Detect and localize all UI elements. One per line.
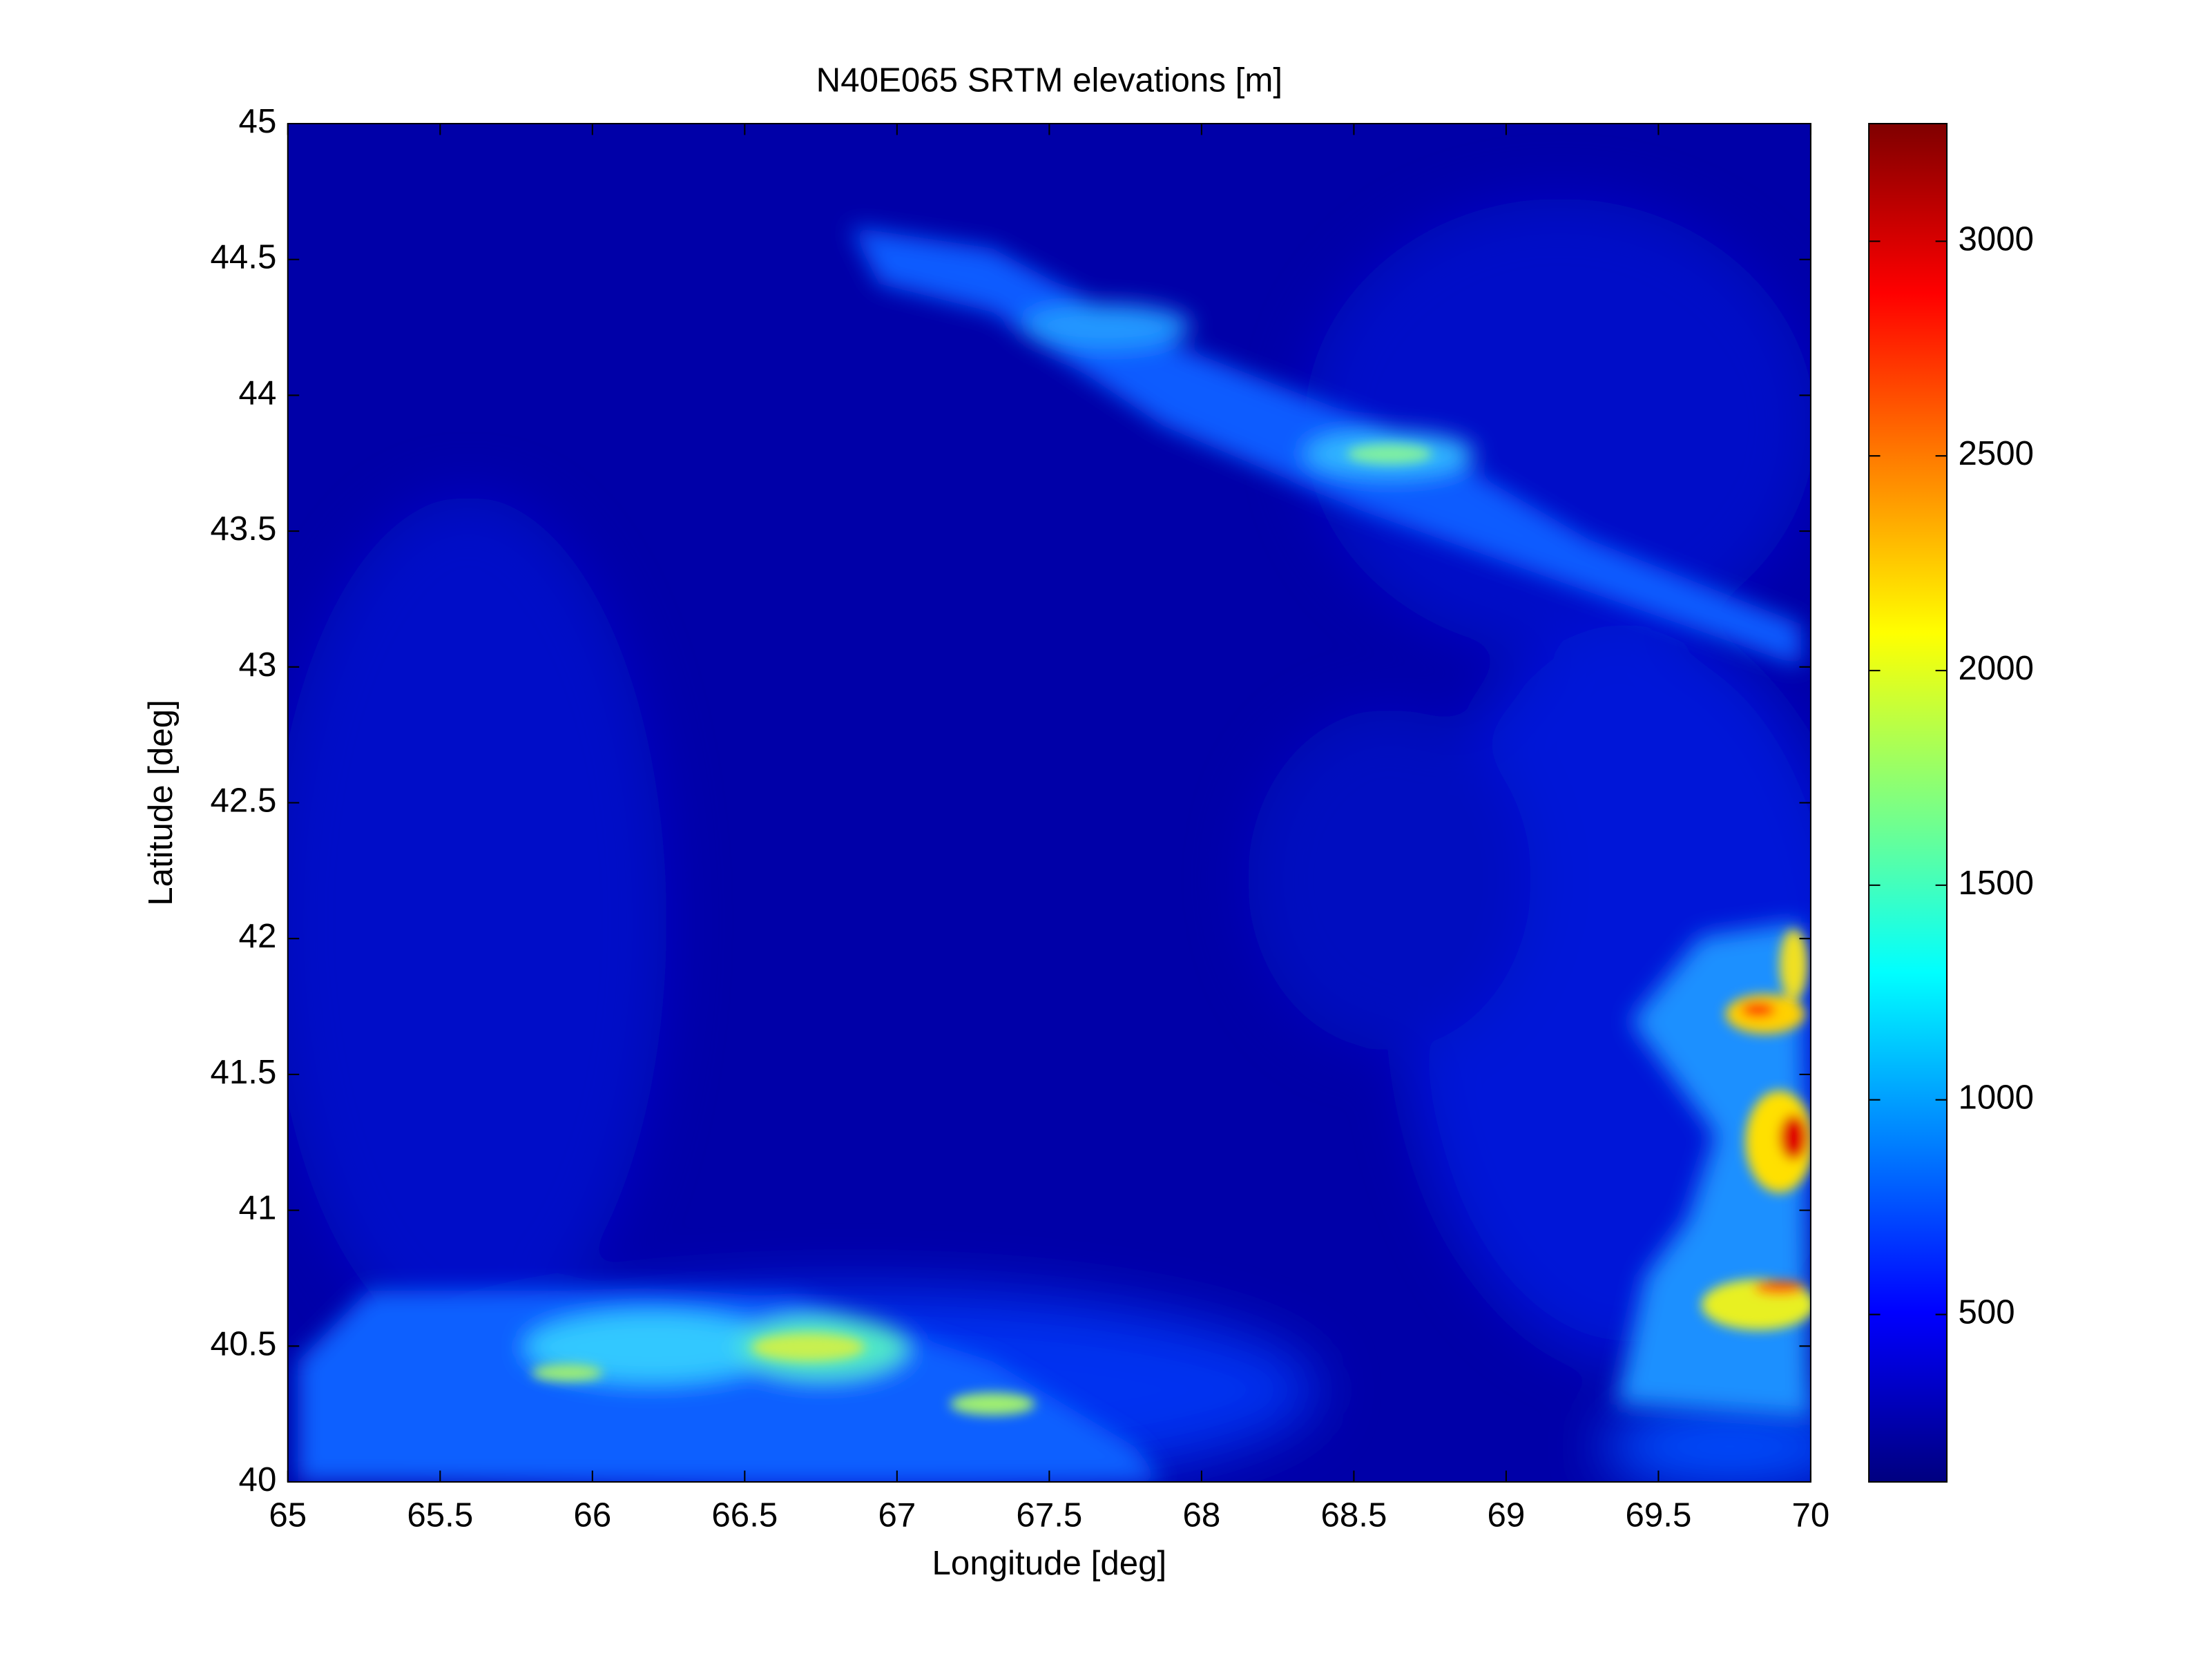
y-tick-label: 45 bbox=[239, 102, 277, 140]
y-tick-label: 40 bbox=[239, 1461, 277, 1498]
y-tick-label: 44.5 bbox=[210, 238, 276, 276]
y-tick-label: 42.5 bbox=[210, 782, 276, 820]
y-tick-label: 43.5 bbox=[210, 510, 276, 548]
y-tick-label: 44 bbox=[239, 374, 277, 412]
y-tick-label: 42 bbox=[239, 917, 277, 955]
x-tick-label: 68 bbox=[1182, 1496, 1220, 1534]
x-tick-label: 69.5 bbox=[1625, 1496, 1691, 1534]
x-axis-label: Longitude [deg] bbox=[932, 1544, 1167, 1582]
elevation-image bbox=[287, 124, 1811, 1483]
colorbar-tick-label: 2000 bbox=[1958, 649, 2034, 687]
colorbar-tick-label: 1000 bbox=[1958, 1079, 2034, 1117]
y-tick-label: 41 bbox=[239, 1189, 277, 1227]
x-tick-label: 65 bbox=[269, 1496, 307, 1534]
x-tick-label: 67.5 bbox=[1016, 1496, 1082, 1534]
x-tick-label: 65.5 bbox=[407, 1496, 473, 1534]
y-tick-label: 43 bbox=[239, 646, 277, 684]
y-tick-label: 40.5 bbox=[210, 1324, 276, 1362]
x-tick-label: 67 bbox=[878, 1496, 916, 1534]
y-axis-label: Latitude [deg] bbox=[142, 700, 180, 906]
colorbar-tick-label: 2500 bbox=[1958, 434, 2034, 472]
colorbar-tick-label: 500 bbox=[1958, 1293, 2014, 1331]
colorbar-tick-label: 1500 bbox=[1958, 864, 2034, 902]
x-tick-label: 66.5 bbox=[711, 1496, 778, 1534]
colorbar bbox=[1868, 123, 1948, 1483]
x-tick-label: 68.5 bbox=[1320, 1496, 1387, 1534]
chart-title: N40E065 SRTM elevations [m] bbox=[816, 61, 1282, 99]
x-tick-label: 69 bbox=[1488, 1496, 1526, 1534]
x-tick-label: 70 bbox=[1792, 1496, 1830, 1534]
y-tick-label: 41.5 bbox=[210, 1053, 276, 1091]
x-tick-label: 66 bbox=[573, 1496, 611, 1534]
colorbar-tick-label: 3000 bbox=[1958, 220, 2034, 258]
